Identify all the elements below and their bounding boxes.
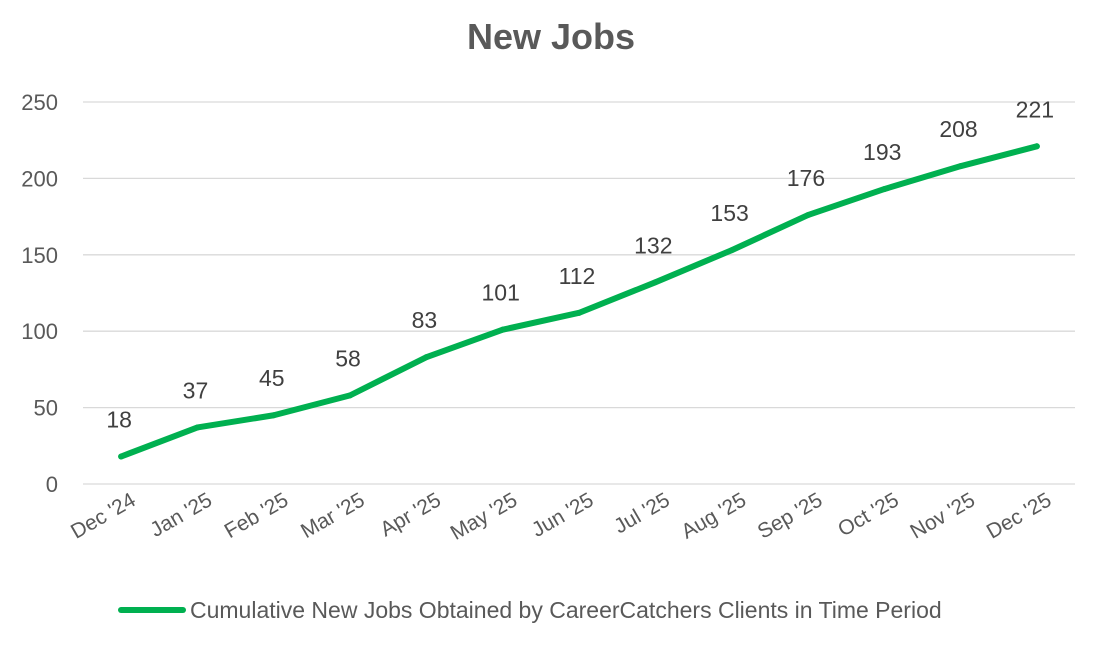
data-label: 83 <box>412 307 438 333</box>
data-label: 45 <box>259 365 285 391</box>
y-tick-label: 200 <box>21 166 58 191</box>
data-point <box>270 412 277 419</box>
series <box>118 143 1040 460</box>
x-tick-label: Jul '25 <box>610 488 674 538</box>
y-tick-label: 250 <box>21 90 58 115</box>
x-tick-label: Oct '25 <box>834 488 903 541</box>
x-tick-label: Mar '25 <box>297 488 369 543</box>
data-label: 208 <box>939 116 977 142</box>
x-tick-label: Jan '25 <box>146 488 216 541</box>
data-label: 221 <box>1016 96 1054 122</box>
data-label: 18 <box>106 406 132 432</box>
legend-label: Cumulative New Jobs Obtained by CareerCa… <box>190 597 942 623</box>
data-point <box>347 392 354 399</box>
data-label: 112 <box>559 263 596 289</box>
data-point <box>499 326 506 333</box>
x-tick-label: Feb '25 <box>221 488 293 543</box>
data-point <box>194 424 201 431</box>
data-label: 132 <box>634 232 672 258</box>
x-tick-label: May '25 <box>447 488 522 544</box>
data-point <box>728 247 735 254</box>
chart-title: New Jobs <box>467 16 635 57</box>
y-tick-label: 50 <box>34 396 58 421</box>
x-tick-label: Nov '25 <box>906 488 979 543</box>
data-point <box>957 163 964 170</box>
series-line <box>118 143 1040 460</box>
x-tick-label: Apr '25 <box>376 488 445 541</box>
data-label: 37 <box>183 377 209 403</box>
data-label: 193 <box>863 139 901 165</box>
data-label: 153 <box>710 200 748 226</box>
x-tick-label: Jun '25 <box>528 488 598 541</box>
y-axis-ticks: 0 50 100 150 200 250 <box>21 90 58 497</box>
data-label: 58 <box>335 345 361 371</box>
data-label: 101 <box>482 280 520 306</box>
data-label: 176 <box>787 165 825 191</box>
data-point <box>423 354 430 361</box>
data-point <box>804 212 811 219</box>
x-tick-label: Sep '25 <box>754 488 827 543</box>
gridlines <box>83 101 1075 485</box>
x-tick-label: Dec '25 <box>983 488 1056 543</box>
data-point <box>1033 143 1040 150</box>
x-axis-ticks: Dec '24 Jan '25 Feb '25 Mar '25 Apr '25 May '… <box>67 488 1055 545</box>
x-tick-label: Dec '24 <box>67 488 140 543</box>
y-tick-label: 0 <box>46 472 58 497</box>
legend: Cumulative New Jobs Obtained by CareerCa… <box>118 597 942 623</box>
data-point <box>118 453 125 460</box>
y-tick-label: 150 <box>21 243 58 268</box>
data-labels: 18 37 45 58 83 101 112 132 153 176 193 208 221 <box>106 96 1054 432</box>
x-tick-label: Aug '25 <box>677 488 750 543</box>
y-tick-label: 100 <box>21 319 58 344</box>
data-point <box>881 186 888 193</box>
data-point <box>652 279 659 286</box>
data-point <box>576 309 582 316</box>
